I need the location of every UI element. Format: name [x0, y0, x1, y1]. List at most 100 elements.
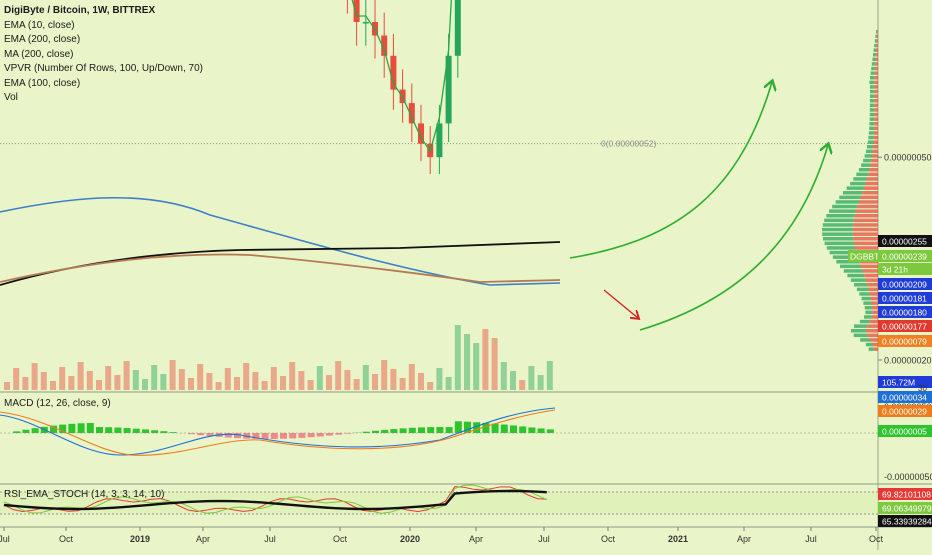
legend-vol[interactable]: Vol — [4, 91, 203, 106]
volume-bar — [547, 361, 553, 390]
chart-title[interactable]: DigiByte / Bitcoin, 1W, BITTREX — [4, 4, 203, 19]
vpvr-bar-down — [870, 320, 878, 324]
volume-bar — [427, 382, 433, 390]
vpvr-bar-down — [873, 140, 878, 144]
vpvr-bar-up — [868, 140, 874, 144]
price-tick-label: 0.00000020 — [884, 356, 932, 366]
vpvr-bar-up — [853, 177, 867, 181]
legend-ema100[interactable]: EMA (100, close) — [4, 77, 203, 92]
vpvr-bar-down — [871, 297, 878, 301]
macd-histogram-bar — [32, 428, 39, 433]
time-tick-label: Jul — [538, 534, 550, 544]
vpvr-bar-down — [875, 58, 878, 62]
fib-level-label: 0(0.00000052) — [601, 139, 656, 149]
volume-bar — [50, 381, 56, 390]
macd-histogram-bar — [381, 430, 388, 433]
macd-tick-label: -0.00000050 — [884, 472, 932, 482]
price-tag: 0.00000079 — [882, 337, 927, 347]
volume-bar — [390, 369, 396, 390]
vpvr-bar-up — [825, 242, 854, 246]
legend-vpvr[interactable]: VPVR (Number Of Rows, 100, Up/Down, 70) — [4, 62, 203, 77]
vpvr-bar-up — [862, 297, 871, 301]
vpvr-bar-down — [874, 85, 878, 89]
macd-histogram-bar — [22, 430, 29, 433]
candle-body — [354, 0, 360, 22]
volume-bar — [32, 363, 38, 390]
vpvr-bar-up — [860, 320, 870, 324]
volume-bar — [243, 363, 249, 390]
vpvr-bar-up — [854, 334, 867, 338]
vpvr-bar-up — [827, 246, 855, 250]
vpvr-bar-up — [840, 265, 861, 269]
vpvr-bar-up — [870, 113, 875, 117]
price-tag: 0.00000177 — [882, 322, 927, 332]
volume-bar — [96, 380, 102, 390]
vpvr-bar-down — [853, 223, 878, 227]
vpvr-bar-down — [870, 163, 878, 167]
vpvr-bar-down — [873, 145, 878, 149]
volume-bar — [446, 377, 452, 390]
macd-histogram-bar — [151, 430, 158, 433]
rsi-label[interactable]: RSI_EMA_STOCH (14, 3, 3, 14, 10) — [4, 489, 164, 500]
vpvr-bar-up — [851, 329, 866, 333]
vpvr-bar-down — [874, 122, 878, 126]
legend-ema200[interactable]: EMA (200, close) — [4, 33, 203, 48]
volume-bar — [179, 369, 185, 390]
macd-label[interactable]: MACD (12, 26, close, 9) — [4, 398, 111, 409]
vpvr-bar-down — [857, 205, 878, 209]
vpvr-bar-down — [855, 246, 878, 250]
vpvr-bar-down — [874, 99, 878, 103]
vpvr-bar-down — [853, 237, 878, 241]
time-tick-label: Apr — [469, 534, 483, 544]
volume-bar — [528, 366, 534, 390]
macd-histogram-bar — [133, 429, 140, 433]
volume-bar — [188, 378, 194, 390]
volume-bar — [87, 371, 93, 390]
macd-histogram-bar — [78, 423, 85, 433]
macd-histogram-bar — [372, 431, 379, 433]
volume-bar — [510, 371, 516, 390]
vpvr-bar-down — [872, 311, 878, 315]
candle-body — [455, 0, 461, 56]
price-tag: 0.00000255 — [882, 237, 927, 247]
macd-histogram-bar — [197, 433, 204, 435]
vpvr-bar-down — [874, 113, 878, 117]
vpvr-bar-up — [870, 117, 875, 121]
time-tick-label: Apr — [737, 534, 751, 544]
legend-ma200[interactable]: MA (200, close) — [4, 48, 203, 63]
rsi-tag: 69.06349979 — [882, 504, 932, 514]
volume-bar — [160, 374, 166, 390]
rsi-tag: 65.33939284 — [882, 517, 932, 527]
price-tag: 0.00000180 — [882, 308, 927, 318]
vpvr-bar-up — [824, 219, 854, 223]
vpvr-bar-down — [872, 315, 878, 319]
vpvr-bar-down — [876, 48, 878, 52]
vpvr-bar-down — [875, 62, 878, 65]
vpvr-bar-down — [874, 76, 878, 80]
macd-histogram-bar — [308, 433, 315, 437]
vpvr-bar-down — [867, 334, 878, 338]
vpvr-bar-down — [854, 242, 878, 246]
volume-bar — [317, 366, 323, 390]
legend-ema10[interactable]: EMA (10, close) — [4, 19, 203, 34]
vpvr-bar-down — [861, 196, 878, 200]
projection-arrow — [640, 145, 828, 330]
macd-histogram-bar — [446, 427, 453, 433]
vpvr-bar-up — [847, 186, 864, 190]
chart-legend: DigiByte / Bitcoin, 1W, BITTREX EMA (10,… — [4, 4, 203, 106]
macd-histogram-bar — [427, 427, 434, 433]
macd-histogram-bar — [225, 433, 232, 438]
vpvr-bar-up — [863, 159, 871, 163]
rsi-tag: 69.82101108 — [882, 490, 931, 500]
volume-bar — [308, 380, 314, 390]
vpvr-bar-up — [863, 301, 871, 305]
price-tag: 0.00000239 — [882, 252, 927, 262]
volume-bar — [225, 368, 231, 390]
vpvr-bar-down — [877, 30, 878, 34]
vpvr-bar-up — [870, 99, 874, 103]
macd-histogram-bar — [436, 427, 443, 433]
volume-bar — [473, 343, 479, 390]
vpvr-bar-up — [850, 182, 865, 186]
vpvr-bar-up — [865, 311, 872, 315]
